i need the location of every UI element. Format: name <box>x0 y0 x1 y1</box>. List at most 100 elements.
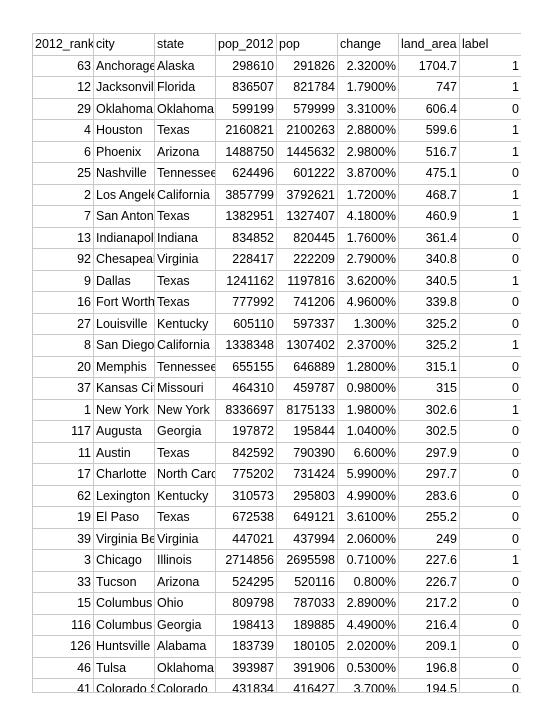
table-cell[interactable]: Colorado Springs <box>94 679 155 693</box>
table-cell[interactable]: Colorado <box>155 679 216 693</box>
table-cell[interactable]: 1241162 <box>216 270 277 292</box>
table-cell[interactable]: New York <box>94 399 155 421</box>
table-cell[interactable]: Chicago <box>94 550 155 572</box>
table-cell[interactable]: 217.2 <box>399 593 460 615</box>
table-cell[interactable]: Austin <box>94 442 155 464</box>
table-cell[interactable]: 283.6 <box>399 485 460 507</box>
table-cell[interactable]: 3.3100% <box>338 98 399 120</box>
table-cell[interactable]: 437994 <box>277 528 338 550</box>
table-cell[interactable]: 315 <box>399 378 460 400</box>
table-cell[interactable]: 4.4900% <box>338 614 399 636</box>
table-cell[interactable]: 2 <box>33 184 94 206</box>
table-cell[interactable]: Illinois <box>155 550 216 572</box>
table-cell[interactable]: 1327407 <box>277 206 338 228</box>
table-cell[interactable]: 0.5300% <box>338 657 399 679</box>
table-cell[interactable]: 116 <box>33 614 94 636</box>
table-cell[interactable]: 4.1800% <box>338 206 399 228</box>
table-cell[interactable]: Columbus <box>94 593 155 615</box>
table-cell[interactable]: 520116 <box>277 571 338 593</box>
table-cell[interactable]: 1382951 <box>216 206 277 228</box>
table-cell[interactable]: 297.7 <box>399 464 460 486</box>
table-cell[interactable]: 0 <box>460 421 522 443</box>
table-cell[interactable]: 0 <box>460 292 522 314</box>
table-cell[interactable]: 0 <box>460 249 522 271</box>
table-cell[interactable]: 524295 <box>216 571 277 593</box>
table-cell[interactable]: 196.8 <box>399 657 460 679</box>
table-cell[interactable]: 33 <box>33 571 94 593</box>
table-cell[interactable]: 1.2800% <box>338 356 399 378</box>
table-cell[interactable]: 820445 <box>277 227 338 249</box>
table-cell[interactable]: 315.1 <box>399 356 460 378</box>
table-cell[interactable]: 0 <box>460 657 522 679</box>
table-cell[interactable]: 25 <box>33 163 94 185</box>
table-cell[interactable]: 599.6 <box>399 120 460 142</box>
table-cell[interactable]: 624496 <box>216 163 277 185</box>
table-cell[interactable]: Columbus <box>94 614 155 636</box>
column-header[interactable]: city <box>94 34 155 56</box>
table-cell[interactable]: 1307402 <box>277 335 338 357</box>
table-cell[interactable]: 17 <box>33 464 94 486</box>
table-cell[interactable]: Arizona <box>155 141 216 163</box>
table-cell[interactable]: Texas <box>155 507 216 529</box>
table-cell[interactable]: 2714856 <box>216 550 277 572</box>
table-cell[interactable]: 0 <box>460 442 522 464</box>
column-header[interactable]: pop_2012 <box>216 34 277 56</box>
table-cell[interactable]: Lexington <box>94 485 155 507</box>
table-cell[interactable]: 460.9 <box>399 206 460 228</box>
table-cell[interactable]: 9 <box>33 270 94 292</box>
table-cell[interactable]: 1 <box>460 184 522 206</box>
table-cell[interactable]: 4.9900% <box>338 485 399 507</box>
table-cell[interactable]: Texas <box>155 120 216 142</box>
table-cell[interactable]: 1.7900% <box>338 77 399 99</box>
column-header[interactable]: land_area <box>399 34 460 56</box>
table-cell[interactable]: 4 <box>33 120 94 142</box>
table-cell[interactable]: 3.6100% <box>338 507 399 529</box>
table-cell[interactable]: 117 <box>33 421 94 443</box>
table-cell[interactable]: 3792621 <box>277 184 338 206</box>
table-cell[interactable]: 37 <box>33 378 94 400</box>
table-cell[interactable]: Georgia <box>155 421 216 443</box>
table-cell[interactable]: Indianapolis <box>94 227 155 249</box>
table-cell[interactable]: 0 <box>460 464 522 486</box>
table-cell[interactable]: 775202 <box>216 464 277 486</box>
table-cell[interactable]: Indiana <box>155 227 216 249</box>
table-cell[interactable]: 1338348 <box>216 335 277 357</box>
table-cell[interactable]: 2.3200% <box>338 55 399 77</box>
table-cell[interactable]: 29 <box>33 98 94 120</box>
column-header[interactable]: label <box>460 34 522 56</box>
table-cell[interactable]: 0 <box>460 507 522 529</box>
table-cell[interactable]: 4.9600% <box>338 292 399 314</box>
table-cell[interactable]: 13 <box>33 227 94 249</box>
table-cell[interactable]: California <box>155 335 216 357</box>
table-cell[interactable]: 0 <box>460 679 522 693</box>
table-cell[interactable]: Tennessee <box>155 163 216 185</box>
table-cell[interactable]: 8 <box>33 335 94 357</box>
table-cell[interactable]: 1 <box>460 55 522 77</box>
table-cell[interactable]: 747 <box>399 77 460 99</box>
table-cell[interactable]: 0 <box>460 163 522 185</box>
table-cell[interactable]: 431834 <box>216 679 277 693</box>
table-cell[interactable]: 3.700% <box>338 679 399 693</box>
table-cell[interactable]: 20 <box>33 356 94 378</box>
table-cell[interactable]: 291826 <box>277 55 338 77</box>
table-cell[interactable]: 126 <box>33 636 94 658</box>
table-cell[interactable]: 295803 <box>277 485 338 507</box>
table-cell[interactable]: Texas <box>155 292 216 314</box>
table-cell[interactable]: Tulsa <box>94 657 155 679</box>
table-cell[interactable]: 1704.7 <box>399 55 460 77</box>
table-cell[interactable]: 1 <box>33 399 94 421</box>
table-cell[interactable]: 92 <box>33 249 94 271</box>
column-header[interactable]: state <box>155 34 216 56</box>
table-cell[interactable]: 197872 <box>216 421 277 443</box>
table-cell[interactable]: Nashville <box>94 163 155 185</box>
table-cell[interactable]: 62 <box>33 485 94 507</box>
table-cell[interactable]: 3857799 <box>216 184 277 206</box>
table-cell[interactable]: 393987 <box>216 657 277 679</box>
table-cell[interactable]: 249 <box>399 528 460 550</box>
table-cell[interactable]: 2.9800% <box>338 141 399 163</box>
table-cell[interactable]: 3.8700% <box>338 163 399 185</box>
table-cell[interactable]: Jacksonville <box>94 77 155 99</box>
table-cell[interactable]: Alaska <box>155 55 216 77</box>
table-cell[interactable]: 606.4 <box>399 98 460 120</box>
table-cell[interactable]: 340.8 <box>399 249 460 271</box>
